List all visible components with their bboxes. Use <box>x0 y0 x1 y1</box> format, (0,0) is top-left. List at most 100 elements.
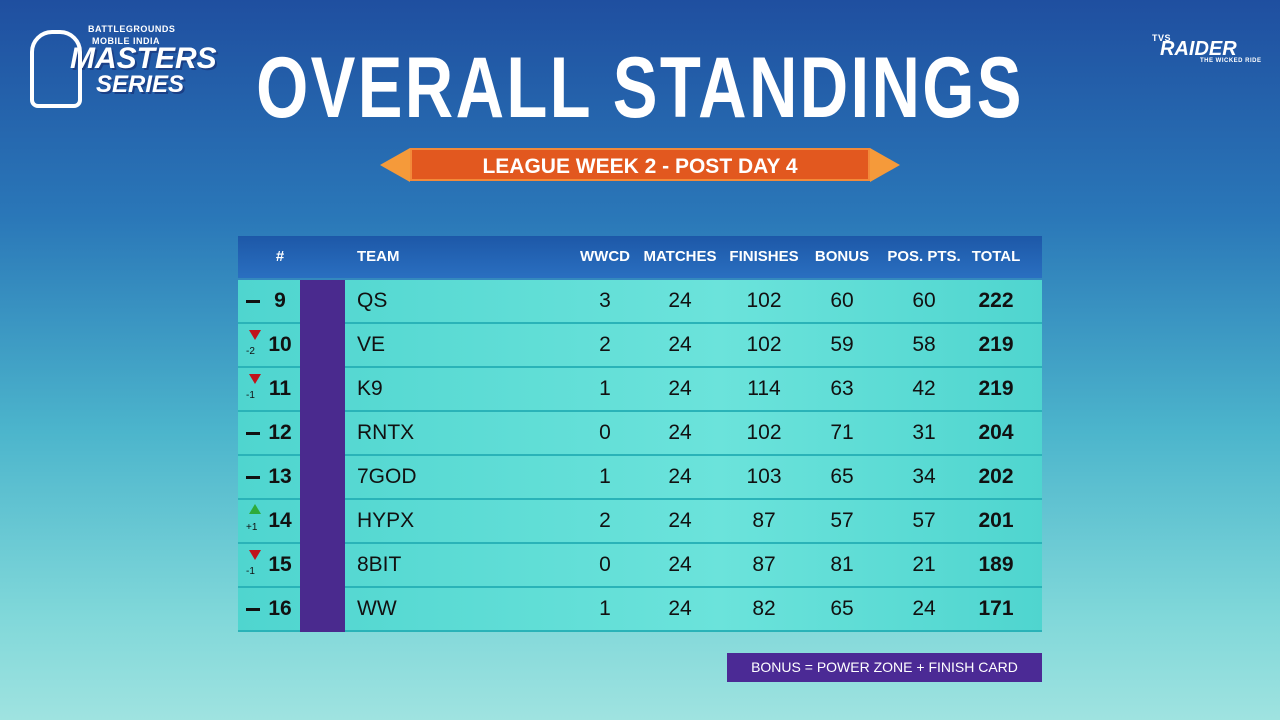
total: 189 <box>978 553 1014 576</box>
team-name: WW <box>357 597 397 620</box>
stat: 114 <box>747 377 781 400</box>
stat: 21 <box>912 553 936 576</box>
team-logo <box>300 456 345 500</box>
column-header: BONUS <box>814 248 870 265</box>
brand-name: SERIES <box>96 71 185 98</box>
table-row: 12 RNTX 0 24 102 71 31 204 <box>238 412 1042 456</box>
stat: 34 <box>912 465 936 488</box>
stat: 87 <box>752 553 776 576</box>
sponsor-tagline: THE WICKED RIDE <box>1200 58 1262 64</box>
team-name: QS <box>357 289 388 312</box>
column-header: # <box>275 248 285 265</box>
stat: 1 <box>599 597 611 620</box>
stat: 102 <box>746 289 782 312</box>
table-header: # TEAM WWCD MATCHES FINISHES BONUS POS. PTS. TO… <box>238 236 1042 278</box>
rank: 15 <box>268 553 292 576</box>
stat: 87 <box>752 509 776 532</box>
column-header: TEAM <box>357 248 400 265</box>
trend-change: +1 <box>246 522 258 533</box>
team-name: 7GOD <box>357 465 417 488</box>
column-header: TOTAL <box>971 248 1021 265</box>
trend-arrow <box>249 330 261 340</box>
trend-arrow <box>249 504 261 514</box>
stat: 0 <box>599 421 611 444</box>
stat: 65 <box>830 465 854 488</box>
footnote: BONUS = POWER ZONE + FINISH CARD <box>727 653 1042 682</box>
sponsor-name: RAIDER <box>1160 38 1237 60</box>
brand-line: MOBILE INDIA <box>92 36 160 46</box>
chevron <box>380 148 410 182</box>
team-logo <box>300 368 345 412</box>
team-logo <box>300 588 345 632</box>
stat: 24 <box>668 421 692 444</box>
trend-dash <box>246 300 260 303</box>
column-header: MATCHES <box>643 248 717 265</box>
team-logo <box>300 500 345 544</box>
stat: 1 <box>599 377 611 400</box>
table-row: -2 10 VE 2 24 102 59 58 219 <box>238 324 1042 368</box>
rank: 16 <box>268 597 292 620</box>
trend-change: -2 <box>246 346 255 357</box>
total: 202 <box>978 465 1014 488</box>
rank: 13 <box>268 465 292 488</box>
total: 219 <box>978 333 1014 356</box>
stat: 65 <box>830 597 854 620</box>
trend-dash <box>246 608 260 611</box>
brand-name: MASTERS <box>70 42 217 75</box>
trend-change: -1 <box>246 390 255 401</box>
stat: 1 <box>599 465 611 488</box>
stat: 59 <box>830 333 854 356</box>
stat: 24 <box>668 509 692 532</box>
team-name: RNTX <box>357 421 415 444</box>
table-row: -1 15 8BIT 0 24 87 81 21 189 <box>238 544 1042 588</box>
stat: 82 <box>752 597 776 620</box>
stat: 63 <box>830 377 854 400</box>
brand-helmet <box>30 30 82 108</box>
stat: 60 <box>830 289 854 312</box>
team-logo <box>300 280 345 324</box>
team-logo <box>300 412 345 456</box>
team-name: K9 <box>357 377 383 400</box>
stat: 0 <box>599 553 611 576</box>
stat: 24 <box>668 333 692 356</box>
stat: 24 <box>668 553 692 576</box>
column-header: POS. PTS. <box>887 248 961 265</box>
stat: 102 <box>746 421 782 444</box>
table-row: +1 14 HYPX 2 24 87 57 57 201 <box>238 500 1042 544</box>
stat: 24 <box>668 597 692 620</box>
stat: 81 <box>830 553 854 576</box>
team-name: 8BIT <box>357 553 402 576</box>
title: OVERALL STANDINGS <box>256 40 1024 136</box>
sponsor-small: TVS <box>1152 33 1172 43</box>
stat: 102 <box>746 333 782 356</box>
stat: 42 <box>912 377 936 400</box>
stat: 24 <box>668 289 692 312</box>
rank: 10 <box>268 333 292 356</box>
team-logo <box>300 324 345 368</box>
total: 222 <box>978 289 1014 312</box>
total: 171 <box>978 597 1014 620</box>
trend-dash <box>246 432 260 435</box>
table-row: 16 WW 1 24 82 65 24 171 <box>238 588 1042 632</box>
rank: 11 <box>268 377 292 400</box>
team-logo <box>300 544 345 588</box>
rank: 12 <box>268 421 292 444</box>
stat: 71 <box>830 421 854 444</box>
table-row: 9 QS 3 24 102 60 60 222 <box>238 280 1042 324</box>
team-name: VE <box>357 333 386 356</box>
stat: 60 <box>912 289 936 312</box>
team-name: HYPX <box>357 509 415 532</box>
trend-change: -1 <box>246 566 255 577</box>
column-header: WWCD <box>580 248 630 265</box>
rank: 14 <box>268 509 292 532</box>
table-row: -1 11 K9 1 24 114 63 42 219 <box>238 368 1042 412</box>
stat: 24 <box>912 597 936 620</box>
column-header: FINISHES <box>729 248 799 265</box>
stat: 24 <box>668 377 692 400</box>
stat: 3 <box>599 289 611 312</box>
subtitle-banner: LEAGUE WEEK 2 - POST DAY 4 <box>410 148 870 181</box>
trend-arrow <box>249 374 261 384</box>
stat: 2 <box>599 509 611 532</box>
brand-line: BATTLEGROUNDS <box>88 24 176 34</box>
